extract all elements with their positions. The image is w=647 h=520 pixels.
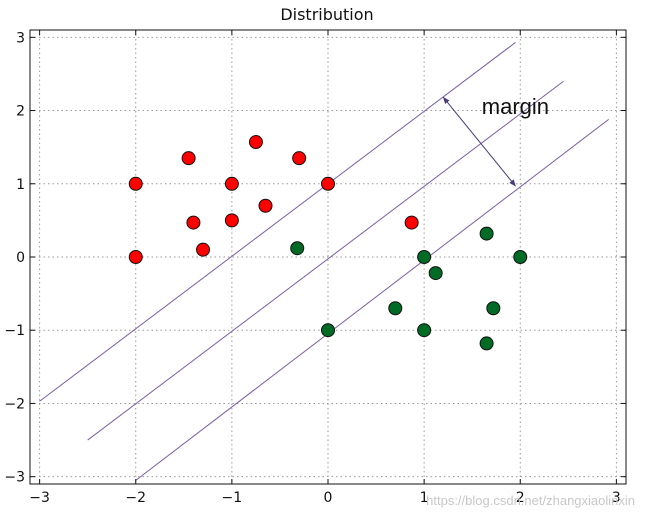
x-tick-label: −1 [222, 490, 243, 506]
y-tick-label: 1 [16, 177, 25, 193]
point-series-2 [290, 241, 305, 256]
point-series-1 [128, 176, 143, 191]
separator-line-3 [135, 118, 610, 481]
margin-arrow [442, 96, 516, 187]
y-tick-label: 0 [16, 250, 25, 266]
axis-ticks [30, 30, 626, 484]
y-tick-label: −3 [4, 470, 25, 486]
point-series-1 [321, 176, 335, 191]
chart-title: Distribution [280, 5, 373, 24]
point-series-2 [513, 250, 528, 264]
point-series-1 [292, 151, 307, 166]
watermark: https://blog.csdn.net/zhangxiaolinxin [426, 493, 635, 508]
point-series-1 [181, 151, 196, 166]
annotation-margin: margin [482, 94, 549, 119]
point-series-2 [479, 226, 494, 241]
x-tick-label: 2 [516, 490, 525, 506]
point-series-1 [224, 176, 239, 191]
point-series-2 [479, 336, 494, 351]
y-tick-label: −1 [4, 323, 25, 339]
point-series-2 [417, 250, 432, 264]
y-tick-labels: −3 −2 −1 0 1 2 3 [4, 30, 25, 485]
point-series-2 [388, 301, 403, 316]
point-series-2 [321, 323, 335, 338]
separator-line-1 [39, 42, 516, 402]
point-series-2 [486, 301, 501, 316]
point-series-1 [196, 242, 211, 257]
x-tick-label: 1 [420, 490, 429, 506]
point-series-1 [248, 135, 263, 150]
y-tick-label: 3 [16, 30, 25, 46]
point-series-2 [428, 266, 443, 281]
separator-line-2 [87, 80, 564, 441]
x-tick-label: 3 [612, 490, 621, 506]
point-series-1 [258, 198, 273, 213]
margin-arrow-line [442, 96, 516, 187]
x-tick-label: 0 [324, 490, 333, 506]
point-series-1 [128, 250, 143, 264]
x-tick-label: −3 [29, 490, 50, 506]
point-series-2 [417, 323, 432, 338]
point-series-1 [224, 213, 239, 228]
x-tick-labels: −3 −2 −1 0 1 2 3 [29, 490, 621, 506]
y-tick-label: 2 [16, 104, 25, 120]
point-series-1 [186, 215, 201, 230]
x-tick-label: −2 [125, 490, 146, 506]
data-points [128, 135, 528, 351]
point-series-1 [404, 215, 419, 230]
y-tick-label: −2 [4, 396, 25, 412]
